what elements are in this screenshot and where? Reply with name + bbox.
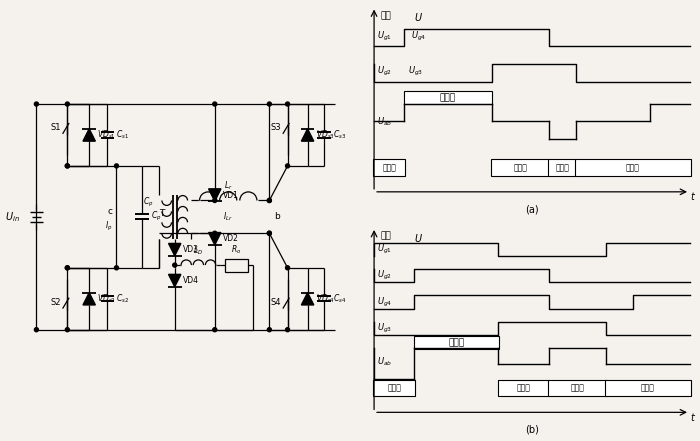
Text: 无源器: 无源器 [641, 384, 655, 392]
Circle shape [65, 266, 69, 270]
Text: (b): (b) [525, 425, 539, 435]
Text: (a): (a) [525, 205, 539, 214]
Text: $U_{g4}$: $U_{g4}$ [377, 295, 393, 309]
Text: $U_{ab}$: $U_{ab}$ [377, 115, 393, 127]
Text: VD4: VD4 [183, 276, 199, 285]
Text: $U$: $U$ [414, 11, 424, 23]
FancyBboxPatch shape [414, 336, 499, 349]
Text: S3: S3 [270, 123, 281, 132]
Circle shape [65, 328, 69, 332]
Text: $L_D$: $L_D$ [193, 245, 204, 257]
Text: 无源器: 无源器 [517, 384, 531, 392]
Text: 间歇期: 间歇期 [513, 163, 527, 172]
FancyBboxPatch shape [404, 91, 492, 104]
Text: $U_{g1}$: $U_{g1}$ [377, 243, 393, 256]
Circle shape [115, 266, 118, 270]
Text: $U_{g3}$: $U_{g3}$ [407, 65, 423, 78]
Circle shape [267, 231, 272, 235]
Circle shape [34, 102, 38, 106]
Text: $C_p$: $C_p$ [151, 210, 162, 224]
Text: $U_{g3}$: $U_{g3}$ [377, 322, 393, 335]
Text: $C_p$: $C_p$ [143, 196, 153, 209]
Circle shape [286, 328, 290, 332]
Polygon shape [83, 129, 95, 141]
Polygon shape [169, 243, 181, 256]
Text: $U_{ab}$: $U_{ab}$ [377, 355, 393, 368]
Circle shape [34, 328, 38, 332]
Polygon shape [302, 292, 314, 305]
Text: 电压: 电压 [381, 232, 391, 240]
Text: S1: S1 [50, 123, 61, 132]
Text: $t$: $t$ [690, 190, 696, 202]
Text: VD2: VD2 [223, 234, 239, 243]
Text: $I_{Lr}$: $I_{Lr}$ [223, 211, 233, 223]
Circle shape [173, 263, 176, 267]
Text: VD1: VD1 [223, 191, 239, 199]
Text: $VD_{s3}$: $VD_{s3}$ [316, 129, 335, 141]
Text: $VD_{s2}$: $VD_{s2}$ [97, 292, 116, 305]
Polygon shape [169, 274, 181, 287]
FancyBboxPatch shape [373, 380, 415, 396]
FancyBboxPatch shape [498, 380, 550, 396]
Text: 间歇期: 间歇期 [382, 163, 396, 172]
Circle shape [213, 328, 217, 332]
Circle shape [286, 102, 290, 106]
Text: c: c [107, 207, 112, 216]
Text: S2: S2 [50, 298, 61, 307]
Polygon shape [83, 292, 95, 305]
Text: $R_o$: $R_o$ [232, 243, 242, 256]
Text: $C_{s4}$: $C_{s4}$ [333, 292, 346, 305]
Text: b: b [274, 213, 279, 221]
FancyBboxPatch shape [491, 160, 550, 176]
Circle shape [213, 102, 217, 106]
Circle shape [267, 198, 272, 202]
Text: 电压: 电压 [381, 11, 391, 20]
Text: $U_{g1}$: $U_{g1}$ [377, 30, 393, 43]
Text: 间歇期: 间歇期 [626, 163, 640, 172]
Circle shape [65, 266, 69, 270]
FancyBboxPatch shape [548, 160, 576, 176]
Text: 有源期: 有源期 [570, 384, 584, 392]
Circle shape [213, 198, 217, 202]
Text: 有源期: 有源期 [448, 338, 465, 347]
Text: 传输器: 传输器 [440, 93, 456, 102]
Text: $L_r$: $L_r$ [224, 180, 232, 192]
Circle shape [267, 198, 272, 202]
Text: VD3: VD3 [183, 245, 199, 254]
Circle shape [286, 164, 290, 168]
Text: $t$: $t$ [690, 411, 696, 423]
Polygon shape [302, 129, 314, 141]
Bar [225, 258, 248, 272]
FancyBboxPatch shape [606, 380, 691, 396]
Text: S4: S4 [270, 298, 281, 307]
Circle shape [267, 328, 272, 332]
Circle shape [267, 231, 272, 235]
Circle shape [267, 102, 272, 106]
Circle shape [286, 266, 290, 270]
Text: $VD_{s1}$: $VD_{s1}$ [97, 129, 116, 141]
Text: T: T [160, 209, 164, 218]
FancyBboxPatch shape [575, 160, 691, 176]
Circle shape [115, 164, 118, 168]
Text: $U_{g2}$: $U_{g2}$ [377, 269, 393, 282]
Circle shape [65, 102, 69, 106]
Text: $U_{g2}$: $U_{g2}$ [377, 65, 393, 78]
Polygon shape [209, 232, 221, 245]
Circle shape [213, 231, 217, 235]
Text: $U_{g4}$: $U_{g4}$ [411, 30, 426, 43]
Text: $C_{s2}$: $C_{s2}$ [116, 292, 130, 305]
FancyBboxPatch shape [373, 160, 405, 176]
Text: $VD_{s4}$: $VD_{s4}$ [316, 292, 335, 305]
Text: $C_{s3}$: $C_{s3}$ [333, 129, 346, 141]
Text: $I_p$: $I_p$ [105, 220, 112, 232]
Text: $U_{in}$: $U_{in}$ [5, 210, 20, 224]
Text: $C_{s1}$: $C_{s1}$ [116, 129, 130, 141]
Circle shape [65, 164, 69, 168]
Text: 传输器: 传输器 [555, 163, 569, 172]
Text: $U$: $U$ [414, 232, 424, 243]
FancyBboxPatch shape [548, 380, 607, 396]
Polygon shape [209, 189, 221, 201]
Text: 无源器: 无源器 [387, 384, 401, 392]
Circle shape [65, 164, 69, 168]
